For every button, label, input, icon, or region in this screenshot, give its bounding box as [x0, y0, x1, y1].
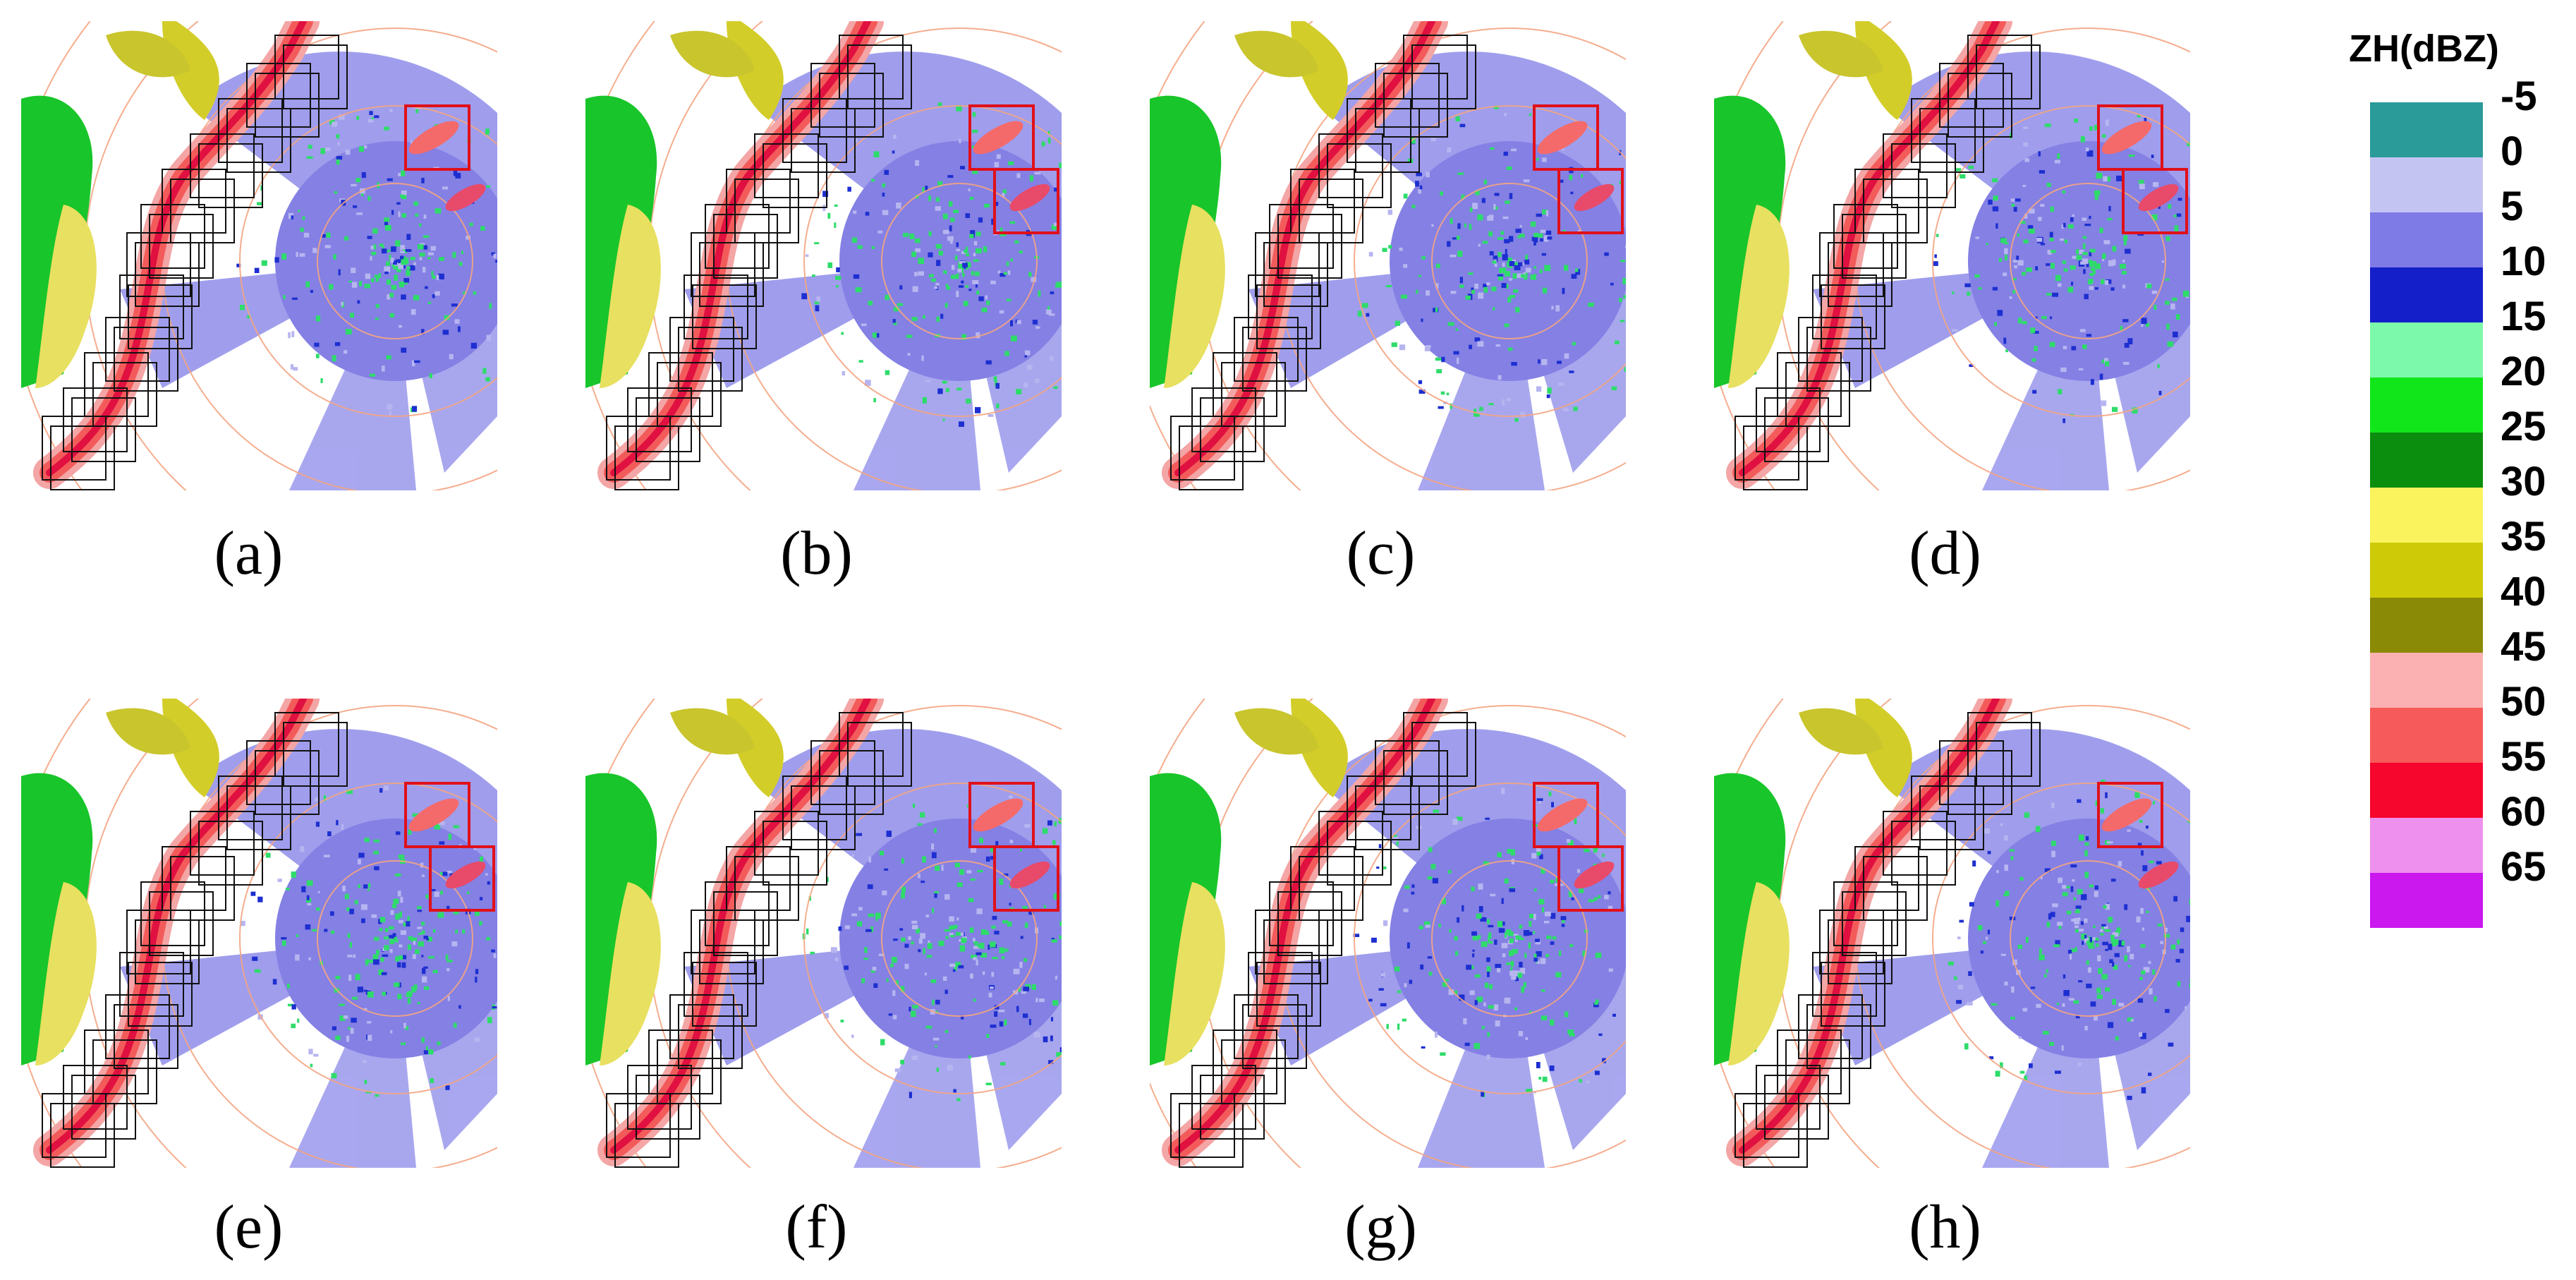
panel-caption-g: (g) [1344, 1193, 1417, 1262]
colorbar-swatch [2370, 708, 2483, 763]
colorbar-tick-label: 40 [2501, 569, 2546, 615]
colorbar-swatch [2370, 102, 2483, 157]
colorbar-swatch [2370, 378, 2483, 433]
radar-image-a [21, 21, 497, 490]
colorbar-swatch [2370, 157, 2483, 212]
radar-image-b [585, 21, 1062, 490]
colorbar-swatch [2370, 818, 2483, 873]
colorbar-swatch [2370, 212, 2483, 267]
radar-image-c [1150, 21, 1626, 490]
colorbar-tick-label: -5 [2501, 73, 2537, 119]
colorbar-tick-label: 35 [2501, 514, 2546, 560]
radar-image-d [1714, 21, 2190, 490]
colorbar-tick-label: 10 [2501, 239, 2546, 284]
radar-image-e [21, 699, 497, 1168]
colorbar-swatch [2370, 598, 2483, 653]
panel-caption-b: (b) [780, 519, 853, 588]
colorbar-tick-label: 60 [2501, 789, 2546, 835]
colorbar-swatch [2370, 267, 2483, 322]
panel-caption-c: (c) [1346, 519, 1416, 588]
colorbar-tick-label: 65 [2501, 844, 2546, 890]
colorbar-swatch [2370, 322, 2483, 378]
colorbar-tick-label: 20 [2501, 349, 2546, 394]
panel-caption-d: (d) [1909, 519, 1981, 588]
panel-caption-e: (e) [214, 1193, 284, 1262]
colorbar-swatch [2370, 433, 2483, 488]
colorbar-tick-label: 55 [2501, 734, 2546, 780]
panel-caption-h: (h) [1909, 1193, 1981, 1262]
colorbar-swatch [2370, 873, 2483, 928]
colorbar-tick-label: 50 [2501, 679, 2546, 725]
colorbar-swatch [2370, 763, 2483, 818]
panel-caption-f: (f) [785, 1193, 848, 1262]
colorbar-tick-label: 5 [2501, 183, 2524, 229]
colorbar-swatch [2370, 543, 2483, 598]
radar-image-f [585, 699, 1062, 1168]
colorbar-tick-label: 30 [2501, 459, 2546, 505]
radar-image-h [1714, 699, 2190, 1168]
colorbar-swatch [2370, 653, 2483, 708]
colorbar-swatch [2370, 488, 2483, 543]
colorbar-tick-label: 15 [2501, 294, 2546, 339]
colorbar-tick-label: 45 [2501, 624, 2546, 670]
colorbar-title: ZH(dBZ) [2349, 28, 2499, 70]
radar-image-g [1150, 699, 1626, 1168]
colorbar-tick-label: 25 [2501, 404, 2546, 449]
panel-caption-a: (a) [214, 519, 284, 588]
colorbar-tick-label: 0 [2501, 128, 2524, 174]
